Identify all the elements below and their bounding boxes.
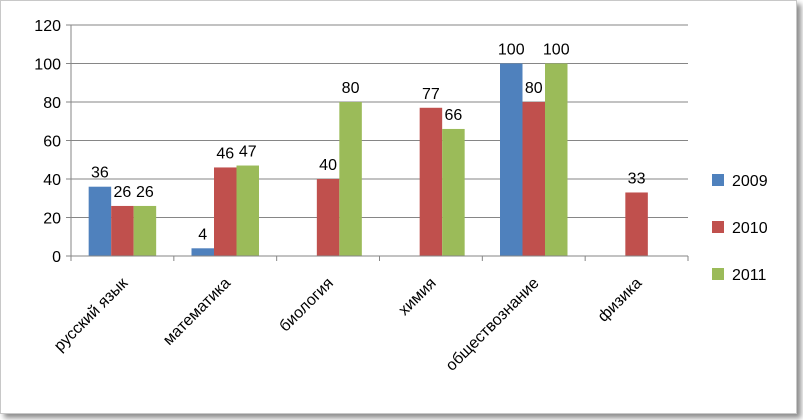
data-label: 100 [498,42,525,59]
y-tick-label: 80 [43,95,61,112]
data-label: 4 [198,226,207,243]
x-tick-label: физика [595,275,646,326]
bar [111,205,134,256]
y-axis: 0 20 40 60 80 100 120 [34,18,72,266]
data-label: 26 [136,184,154,201]
data-label: 77 [422,86,440,103]
data-label: 66 [445,107,463,124]
bar [339,102,362,256]
legend-label: 2011 [732,267,767,284]
chart-frame: 0 20 40 60 80 100 120 36 4 100 26 46 40 77 80 33 26 47 80… [0,0,797,414]
y-tick-label: 0 [52,249,61,266]
data-label: 100 [543,42,570,59]
x-tick-label: биология [276,275,336,335]
data-labels: 36 4 100 26 46 40 77 80 33 26 47 80 66 100 [91,42,646,244]
bar [88,186,112,256]
bar [545,63,568,256]
legend-swatch [712,268,724,280]
bar [236,165,259,256]
x-tick-label: обществознание [443,275,543,375]
data-label: 36 [91,165,109,182]
y-tick-label: 40 [43,172,61,189]
y-tick-label: 60 [43,134,61,151]
data-label: 80 [525,80,543,97]
bar [133,205,157,256]
x-tick-label: русский язык [51,274,132,355]
gridlines [71,24,688,218]
bar-chart: 0 20 40 60 80 100 120 36 4 100 26 46 40 77 80 33 26 47 80… [34,18,768,375]
data-label: 26 [114,184,132,201]
legend-label: 2009 [732,173,768,190]
data-label: 47 [239,144,257,161]
y-tick-label: 100 [34,57,61,74]
bar [214,167,237,256]
bar [419,107,443,257]
bar [191,248,214,256]
data-label: 46 [216,145,234,162]
data-label: 33 [628,170,646,187]
x-tick-label: химия [396,275,440,319]
data-label: 40 [319,157,337,174]
y-tick-label: 20 [43,211,61,228]
legend-swatch [712,174,724,186]
bar [316,179,340,256]
bar [625,192,648,256]
bars [88,63,648,257]
y-tick-label: 120 [34,18,61,35]
x-tick-label: математика [160,275,234,349]
legend: 2009 2010 2011 [712,173,768,284]
legend-swatch [712,221,724,233]
legend-label: 2010 [732,220,768,237]
bar [500,63,523,256]
bar [442,128,465,256]
bar [522,102,545,256]
data-label: 80 [342,80,360,97]
x-axis: русский язык математика биология химия общес… [51,255,689,375]
